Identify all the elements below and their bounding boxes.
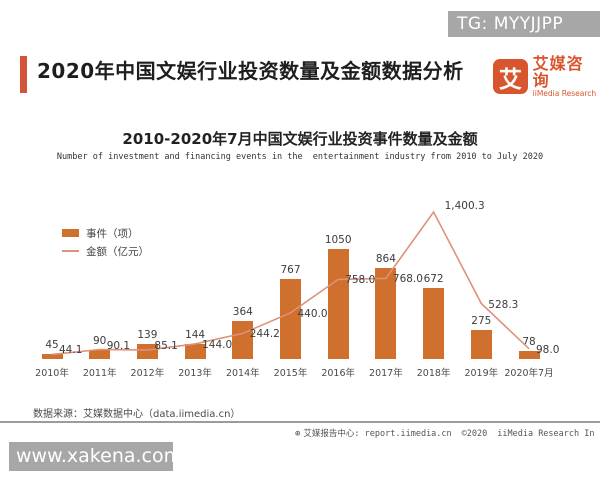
x-axis-label: 2010年 bbox=[35, 368, 69, 379]
globe-icon: ⊕ bbox=[295, 429, 301, 439]
title-accent-bar bbox=[20, 56, 27, 93]
bar-value-label: 767 bbox=[280, 263, 301, 276]
legend-label-events: 事件（项） bbox=[86, 227, 139, 240]
footer-divider bbox=[0, 421, 600, 423]
legend-row-amount: 金额（亿元） bbox=[62, 242, 149, 260]
line-value-label: 528.3 bbox=[488, 298, 519, 311]
logo-brand-cn: 艾媒咨询 bbox=[532, 54, 584, 90]
bar-2020年7月 bbox=[518, 350, 540, 359]
x-axis-label: 2015年 bbox=[273, 368, 308, 379]
line-value-label: 1,400.3 bbox=[444, 200, 485, 212]
x-axis-label: 2011年 bbox=[82, 368, 117, 379]
bar-value-label: 275 bbox=[471, 315, 492, 328]
footer-company: iiMedia Research In bbox=[497, 429, 595, 439]
x-axis-label: 2014年 bbox=[225, 368, 260, 379]
bar-value-label: 364 bbox=[232, 305, 253, 318]
x-axis-label: 2018年 bbox=[416, 368, 451, 379]
bar-2010年 bbox=[41, 354, 63, 359]
amount-line bbox=[51, 210, 530, 356]
line-value-label: 758.0 bbox=[345, 274, 376, 287]
legend-bar-swatch bbox=[62, 229, 79, 237]
line-value-label: 90.1 bbox=[106, 339, 131, 352]
bar-2013年 bbox=[184, 343, 206, 359]
telegram-watermark-badge: TG: MYYJJPP bbox=[448, 11, 600, 37]
bar-2015年 bbox=[280, 278, 301, 359]
line-value-label: 85.1 bbox=[154, 340, 178, 353]
x-axis-label: 2020年7月 bbox=[504, 368, 554, 379]
logo-brand-en: iiMedia Research bbox=[532, 89, 597, 98]
site-watermark: www.xakena.com bbox=[9, 442, 182, 471]
line-value-label: 44.1 bbox=[59, 344, 83, 357]
report-footer: ⊕ 艾媒报告中心: report.iimedia.cn ©2020 iiMedia R… bbox=[295, 427, 600, 439]
bar-value-label: 144 bbox=[185, 328, 206, 341]
x-axis-label: 2017年 bbox=[369, 368, 403, 379]
line-value-label: 244.2 bbox=[249, 328, 280, 341]
bar-value-label: 139 bbox=[137, 329, 158, 342]
line-value-label: 440.0 bbox=[297, 307, 328, 320]
bar-value-label: 1050 bbox=[324, 233, 352, 246]
x-axis-label: 2016年 bbox=[321, 368, 356, 379]
bar-value-label: 45 bbox=[45, 339, 59, 352]
bar-2012年 bbox=[136, 344, 158, 359]
chart-title: 2010-2020年7月中国文娱行业投资事件数量及金额 bbox=[122, 130, 478, 148]
line-value-label: 144.0 bbox=[202, 338, 233, 351]
bar-2018年 bbox=[423, 288, 445, 359]
legend-label-amount: 金额（亿元） bbox=[86, 245, 149, 258]
chart-legend: 事件（项） 金额（亿元） bbox=[62, 224, 149, 260]
bar-2019年 bbox=[470, 330, 492, 359]
x-axis-label: 2019年 bbox=[464, 368, 499, 379]
footer-copyright: ©2020 bbox=[461, 429, 488, 439]
bar-value-label: 672 bbox=[423, 273, 444, 286]
line-value-label: 98.0 bbox=[536, 343, 560, 356]
bar-value-label: 90 bbox=[93, 334, 107, 347]
bar-2011年 bbox=[89, 349, 111, 359]
logo-mark-icon: 艾 bbox=[493, 59, 528, 94]
logo-text: 艾媒咨询 iiMedia Research bbox=[533, 55, 600, 98]
x-axis-label: 2012年 bbox=[130, 368, 165, 379]
chart-subtitle: Number of investment and financing event… bbox=[56, 152, 544, 162]
footer-report-center: 艾媒报告中心: report.iimedia.cn bbox=[303, 429, 452, 439]
bar-value-label: 864 bbox=[375, 253, 396, 266]
bar-2016年 bbox=[327, 248, 349, 360]
data-source-note: 数据来源：艾媒数据中心（data.iimedia.cn） bbox=[33, 409, 241, 420]
x-axis-label: 2013年 bbox=[178, 368, 212, 379]
legend-row-events: 事件（项） bbox=[62, 224, 149, 242]
line-value-label: 768.0 bbox=[392, 273, 423, 286]
legend-line-swatch bbox=[62, 250, 79, 252]
iimedia-logo: 艾 艾媒咨询 iiMedia Research bbox=[493, 55, 600, 98]
page-title: 2020年中国文娱行业投资数量及金额数据分析 bbox=[37, 59, 464, 83]
bar-2017年 bbox=[375, 268, 397, 359]
